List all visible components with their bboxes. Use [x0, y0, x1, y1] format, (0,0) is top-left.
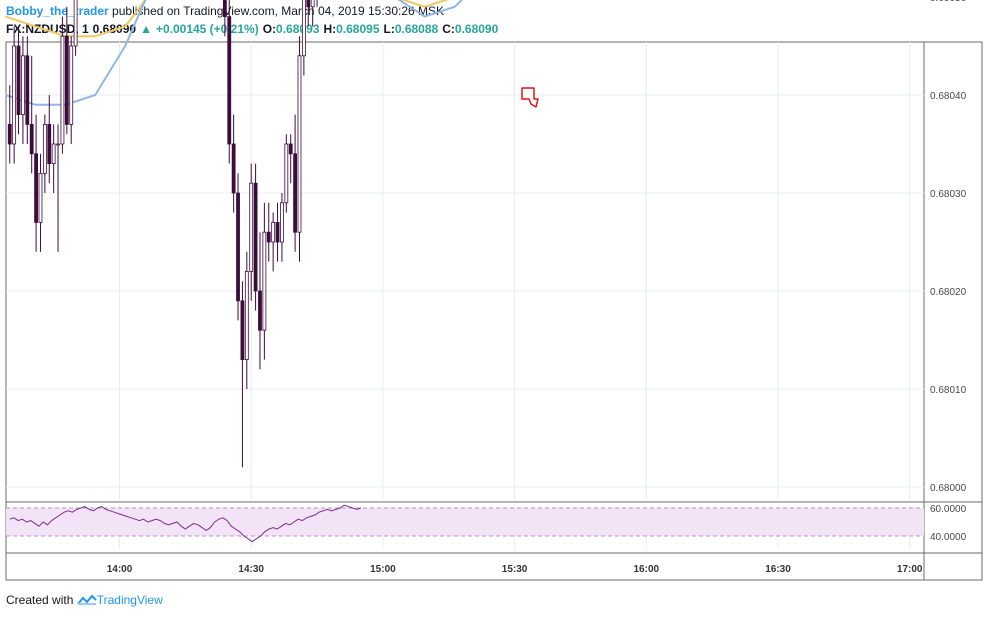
candle-body: [29, 124, 34, 155]
time-tick-label: 14:30: [238, 564, 264, 575]
candle-body: [73, 0, 78, 47]
price-change: +0.00145 (+0.21%): [155, 22, 259, 36]
candle-body: [293, 153, 298, 233]
rsi-line: [9, 504, 362, 543]
candle-body: [222, 0, 227, 18]
price-tick-label: 0.68020: [930, 287, 967, 298]
candle-body: [249, 182, 254, 272]
candle-body: [42, 124, 47, 174]
rsi-tick-label: 60.0000: [930, 504, 967, 515]
candle-body: [306, 0, 311, 8]
price-tick-label: 0.68010: [930, 385, 967, 396]
candle-body: [297, 55, 302, 233]
candle-body: [69, 45, 74, 125]
candle-body: [236, 192, 240, 302]
author-link[interactable]: Bobby_the_trader: [6, 4, 109, 18]
candle-body: [7, 124, 12, 145]
high-value: 0.68095: [336, 22, 380, 36]
candle-body: [253, 182, 258, 292]
chart-frame: [5, 41, 983, 581]
moving-average-blue: [5, 0, 464, 106]
candle-body: [21, 55, 25, 115]
candle-body: [51, 143, 56, 165]
candle-body: [275, 221, 280, 243]
price-tick-label: 0.68030: [930, 189, 967, 200]
candle-body: [227, 16, 232, 145]
candle-body: [12, 45, 17, 145]
time-tick-label: 15:30: [502, 564, 528, 575]
time-tick-label: 16:00: [634, 564, 660, 575]
candle-body: [25, 55, 30, 125]
candle-body: [34, 153, 38, 223]
time-tick-label: 14:00: [107, 564, 133, 575]
candle-body: [284, 143, 289, 204]
low-value: 0.68088: [394, 22, 439, 36]
candle-body: [280, 202, 284, 243]
created-with-text: Created with: [6, 593, 74, 607]
candle-body: [60, 35, 65, 145]
symbol-name[interactable]: FX:NZDUSD, 1: [6, 22, 89, 36]
candle-body: [240, 300, 245, 360]
candle-body: [262, 231, 267, 331]
candle-body: [288, 143, 293, 155]
candle-body: [310, 0, 315, 8]
tradingview-link[interactable]: TradingView: [96, 593, 163, 607]
time-tick-label: 16:30: [765, 564, 791, 575]
candle-body: [258, 290, 262, 331]
candle-body: [271, 221, 276, 243]
publish-info: Bobby_the_trader published on TradingVie…: [6, 4, 444, 18]
up-arrow-icon: ▲: [140, 22, 152, 36]
moving-average-yellow: [5, 0, 449, 38]
open-label: O:: [262, 22, 277, 36]
rsi-band-fill: [6, 508, 924, 536]
time-tick-label: 15:00: [370, 564, 396, 575]
high-label: H:: [323, 22, 337, 36]
footer-credit: Created with TradingView: [6, 593, 163, 607]
low-label: L:: [383, 22, 395, 36]
tradingview-logo-icon: [76, 594, 97, 605]
close-value: 0.68090: [454, 22, 499, 36]
candle-body: [38, 172, 43, 223]
candle-body: [266, 231, 271, 243]
published-text: published on TradingView.com, March 04, …: [112, 4, 445, 18]
price-tick-label: 0.68000: [930, 483, 967, 494]
candle-body: [244, 270, 249, 360]
candle-body: [56, 143, 60, 146]
price-tick-label: 0.68050: [930, 0, 967, 4]
thumbs-down-icon: [521, 87, 539, 108]
candle-body: [64, 35, 69, 125]
price-tick-label: 0.68040: [930, 91, 967, 102]
candle-body: [301, 0, 306, 57]
rsi-tick-label: 40.0000: [930, 532, 967, 543]
candle-body: [16, 45, 21, 115]
close-label: C:: [442, 22, 455, 36]
candle-body: [231, 143, 236, 194]
candle-body: [47, 124, 52, 165]
time-tick-label: 17:00: [897, 564, 923, 575]
